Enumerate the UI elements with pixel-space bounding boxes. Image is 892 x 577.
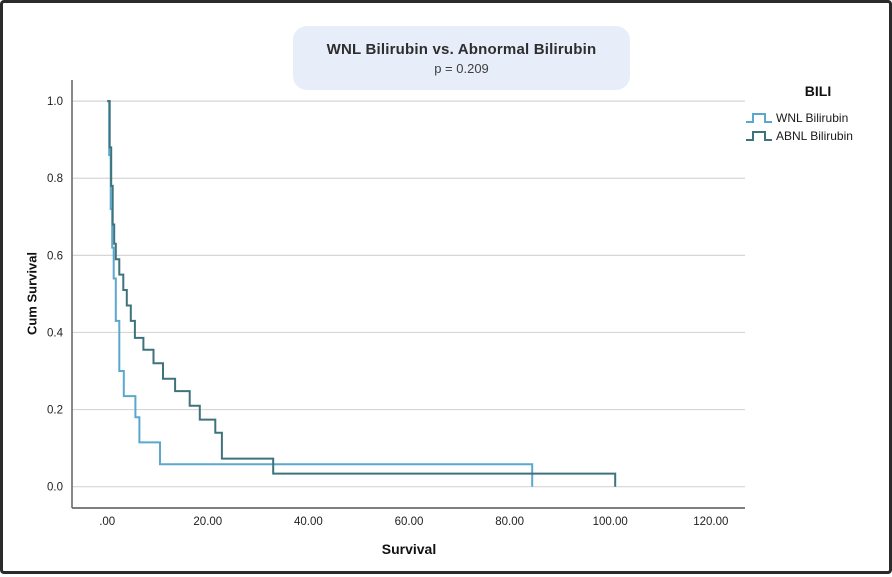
- p-value-annotation: p = 0.209: [434, 60, 489, 76]
- x-tick-label: 40.00: [294, 516, 323, 528]
- legend-step-line-icon: [746, 113, 772, 123]
- legend-entry-label: WNL Bilirubin: [776, 111, 849, 125]
- x-tick-label: 60.00: [395, 516, 424, 528]
- legend-entries: WNL Bilirubin ABNL Bilirubin: [745, 109, 891, 145]
- x-tick-label: 120.00: [693, 516, 728, 528]
- survival-plot-canvas: 0.0 0.2 0.4 0.6 0.8 1.0 .00 20.00 40.00 60.00 80.0…: [47, 80, 745, 528]
- y-tick-label: 0.2: [47, 405, 63, 417]
- legend-title: BILI: [804, 83, 832, 99]
- survival-curve-abnl: [107, 100, 617, 487]
- x-tick-label: 100.00: [593, 516, 628, 528]
- legend-entry-label: ABNL Bilirubin: [776, 129, 853, 143]
- legend-entry: WNL Bilirubin: [745, 109, 891, 127]
- legend-step-line-icon: [746, 131, 772, 141]
- x-tick-label: .00: [99, 516, 115, 528]
- y-tick-label: 0.8: [47, 173, 63, 185]
- y-tick-label: 0.6: [47, 250, 63, 262]
- x-axis-title: Survival: [381, 541, 437, 557]
- legend: BILI WNL Bilirubin ABNL Bilirubin: [745, 83, 891, 145]
- y-tick-label: 1.0: [47, 96, 63, 108]
- y-tick-label: 0.4: [47, 327, 64, 339]
- y-tick-label: 0.0: [47, 482, 63, 494]
- survival-curve-wnl: [107, 100, 534, 487]
- chart-title: WNL Bilirubin vs. Abnormal Bilirubin: [326, 40, 597, 58]
- legend-entry: ABNL Bilirubin: [745, 127, 891, 145]
- x-tick-label: 80.00: [495, 516, 524, 528]
- chart-title-box: WNL Bilirubin vs. Abnormal Bilirubin p =…: [293, 26, 630, 90]
- y-axis-title: Cum Survival: [24, 251, 40, 336]
- x-tick-label: 20.00: [193, 516, 222, 528]
